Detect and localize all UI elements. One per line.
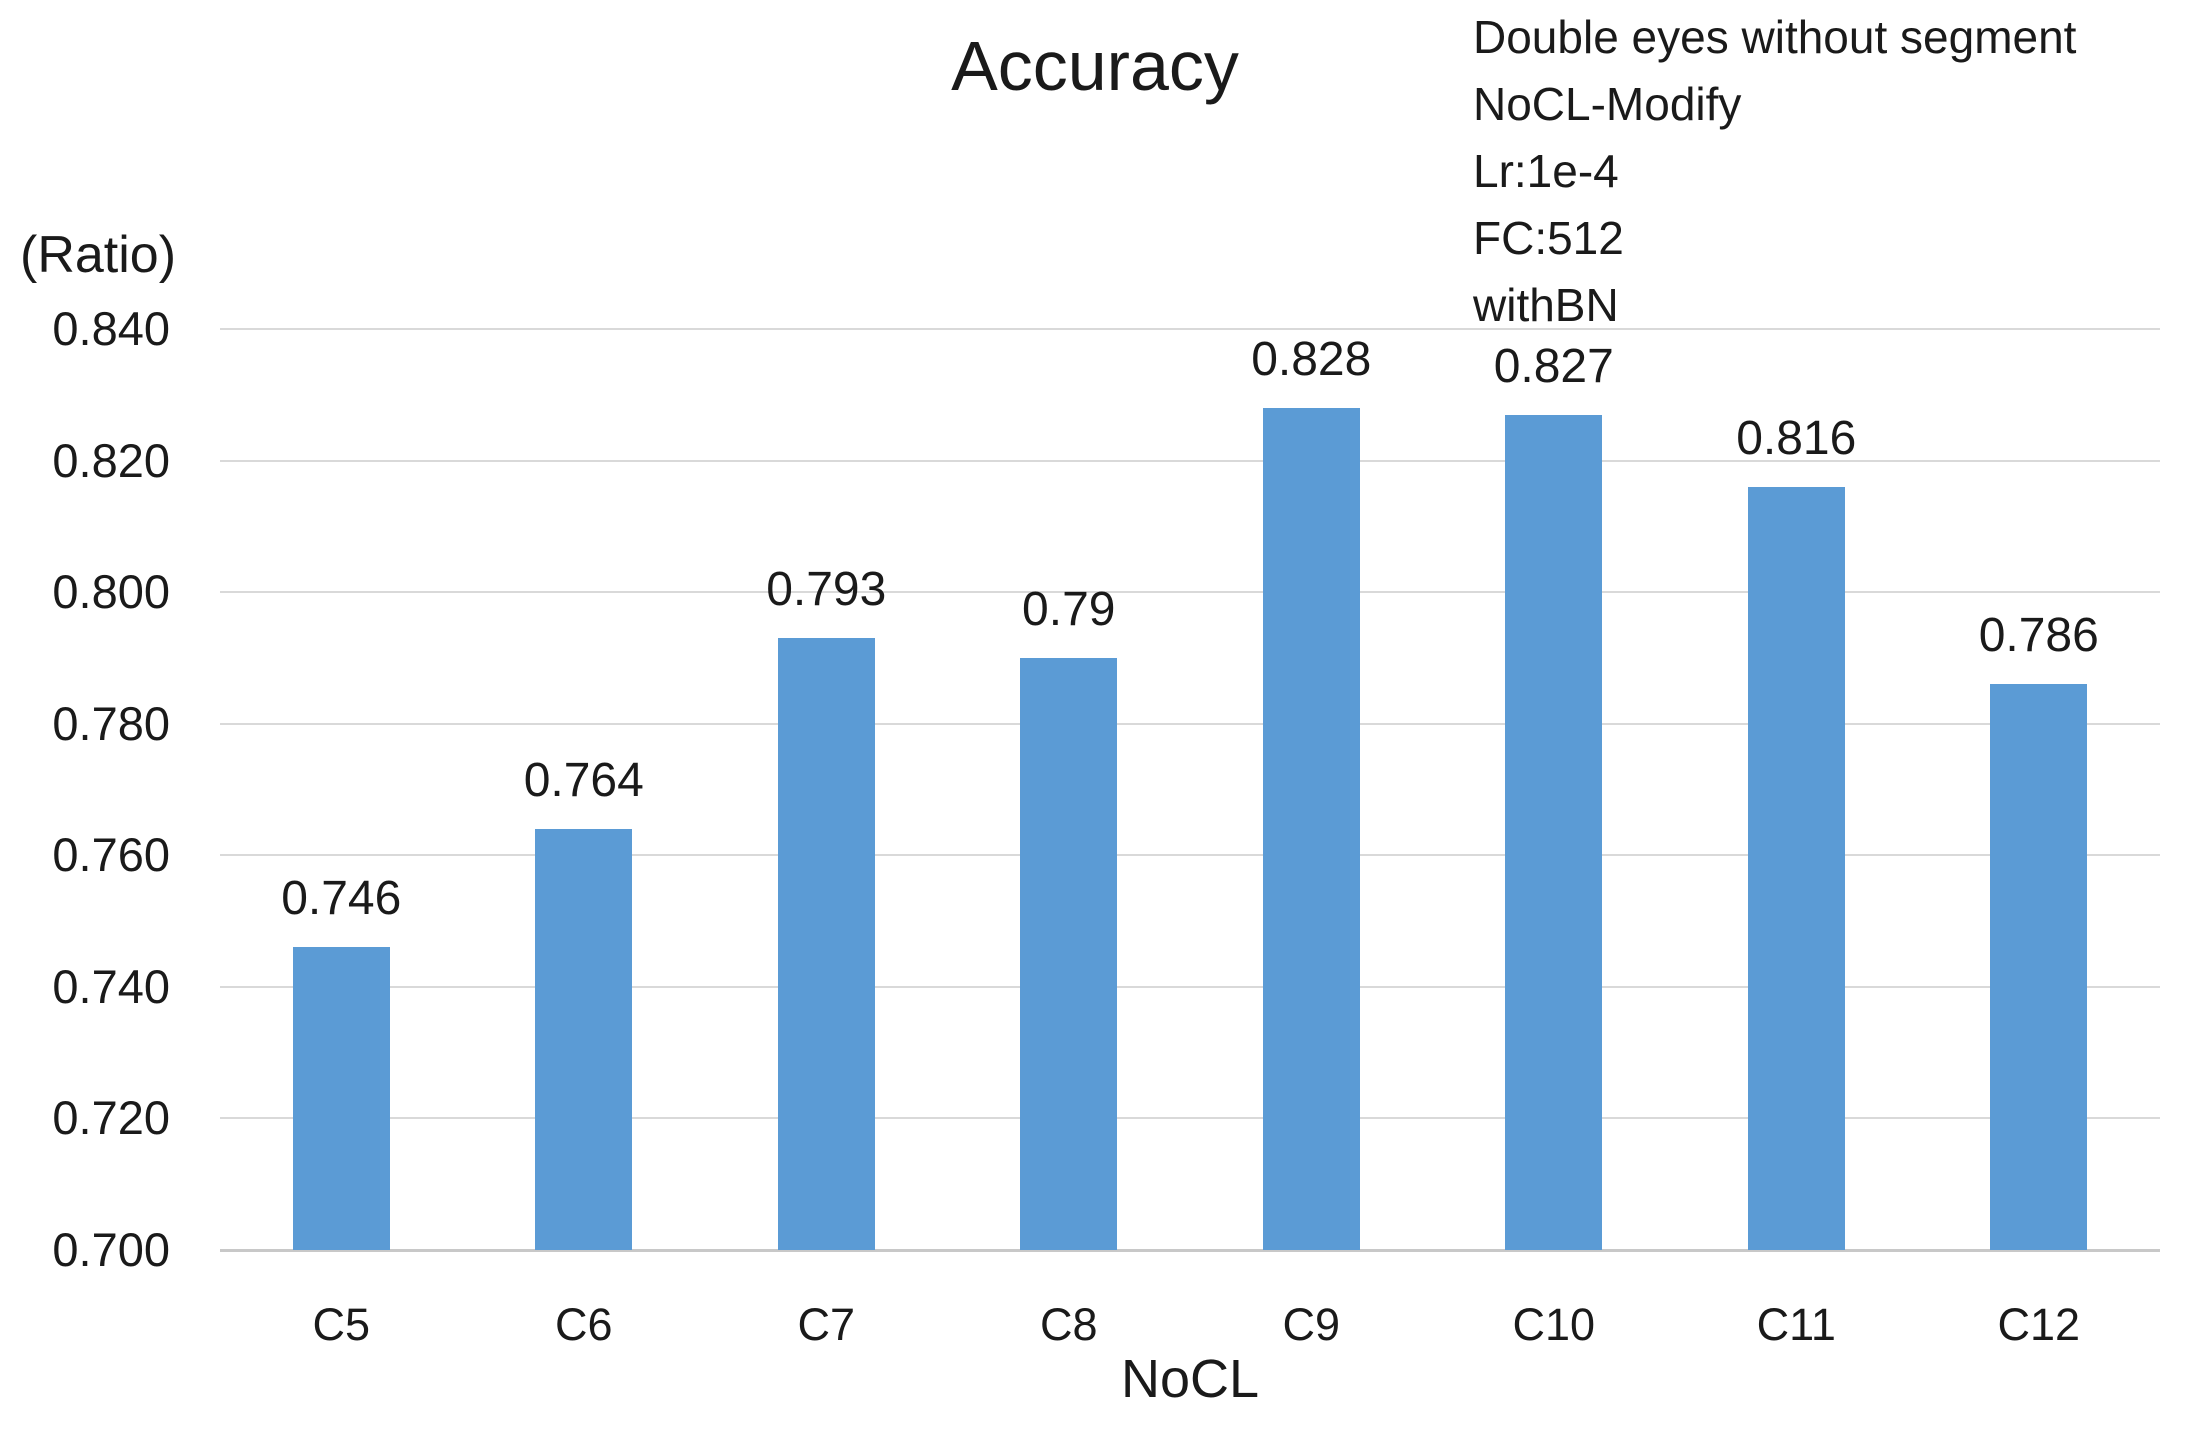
gridline: [220, 328, 2160, 330]
y-tick-label: 0.780: [52, 696, 170, 750]
x-tick-label: C6: [554, 1299, 613, 1350]
bar-C8: [1020, 657, 1118, 1250]
gridline: [220, 722, 2160, 725]
annotation-line: withBN: [1473, 279, 1619, 331]
annotation-line: FC:512: [1473, 212, 1624, 264]
x-tick-label: C10: [1512, 1299, 1596, 1350]
y-tick-label: 0.740: [52, 959, 170, 1013]
x-tick-label: C7: [797, 1299, 856, 1350]
annotation-line: NoCL-Modify: [1473, 78, 1742, 130]
annotation-block: Double eyes without segment NoCL-Modify …: [1473, 4, 2076, 339]
bar-C10: [1505, 414, 1603, 1250]
bar-C9: [1262, 407, 1360, 1250]
x-tick-label: C5: [312, 1299, 371, 1350]
x-tick-label: C11: [1756, 1299, 1836, 1350]
y-tick-label: 0.700: [52, 1223, 170, 1276]
y-tick-label: 0.800: [52, 565, 170, 619]
y-tick-label: 0.820: [52, 433, 170, 487]
gridline: [220, 854, 2160, 857]
gridline: [220, 591, 2160, 594]
bar-C7: [777, 638, 875, 1250]
bar-C5: [292, 947, 390, 1250]
bar-value-label: 0.764: [523, 753, 644, 807]
bar-value-label: 0.816: [1736, 411, 1857, 465]
bar-C6: [535, 828, 633, 1250]
x-tick-label: C9: [1282, 1299, 1341, 1350]
annotation-line: Double eyes without segment: [1473, 11, 2077, 63]
x-tick-label: C12: [1997, 1299, 2081, 1350]
bar-value-label: 0.793: [766, 563, 887, 617]
bar-value-label: 0.828: [1251, 332, 1372, 386]
y-tick-label: 0.760: [52, 828, 170, 882]
bar-value-label: 0.79: [1022, 582, 1116, 636]
gridline: [220, 985, 2160, 988]
gridline: [220, 1117, 2160, 1120]
x-axis-title: NoCL: [1120, 1349, 1260, 1409]
bar-value-label: 0.827: [1493, 339, 1614, 393]
x-axis-line: [220, 1248, 2160, 1252]
bar-C11: [1747, 486, 1845, 1250]
annotation-line: Lr:1e-4: [1473, 145, 1619, 197]
y-axis-unit-label: (Ratio): [20, 226, 177, 284]
bar-C12: [1990, 684, 2088, 1250]
bar-value-label: 0.746: [281, 872, 402, 926]
y-tick-label: 0.720: [52, 1091, 170, 1145]
x-tick-label: C8: [1039, 1299, 1098, 1350]
chart-title: Accuracy: [951, 27, 1239, 105]
gridline: [220, 459, 2160, 462]
bar-value-label: 0.786: [1978, 609, 2099, 663]
y-tick-label: 0.840: [52, 302, 170, 355]
